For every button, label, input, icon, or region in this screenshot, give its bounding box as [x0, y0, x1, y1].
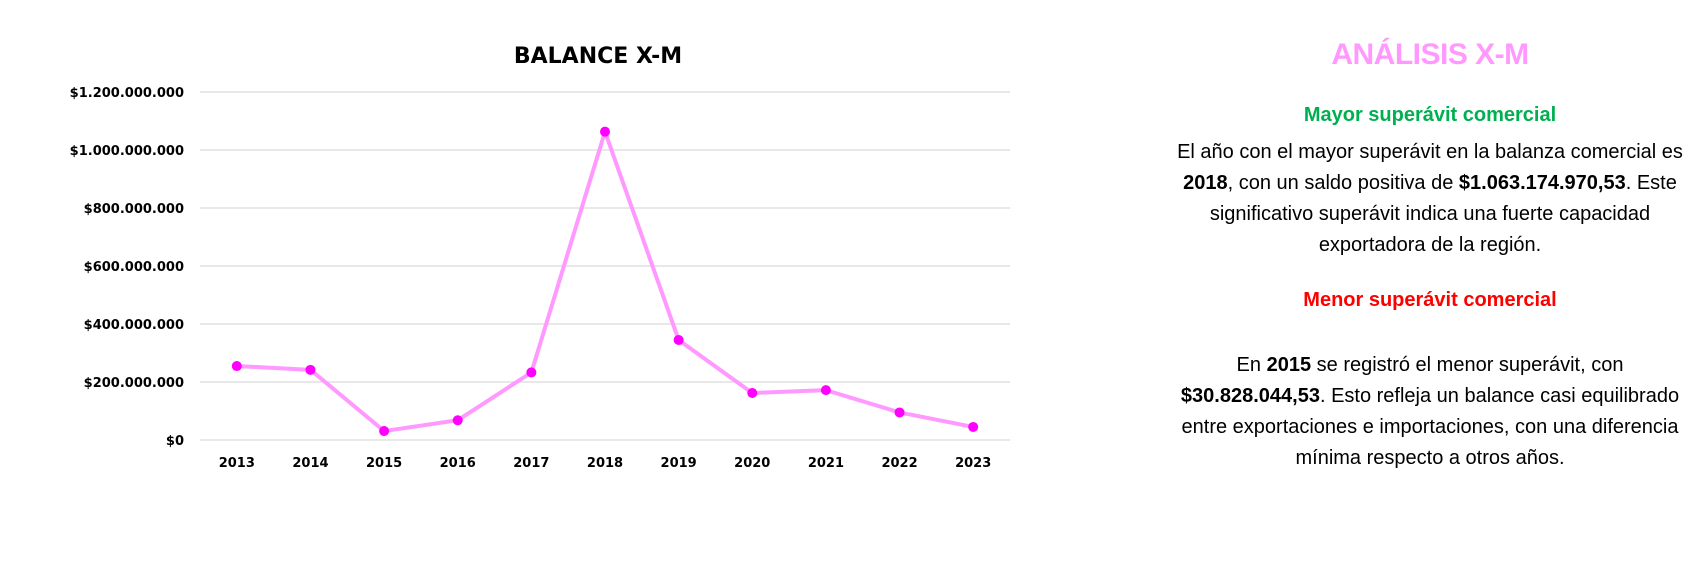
min-surplus-text: En 2015 se registró el menor superávit, …: [1170, 350, 1690, 474]
data-point: [600, 126, 610, 137]
max-amount: $1.063.174.970,53: [1458, 172, 1626, 194]
data-point: [673, 334, 684, 345]
max-surplus-section: Mayor superávit comercial El año con el …: [1170, 104, 1690, 261]
analysis-title: ANÁLISIS X-M: [1331, 38, 1529, 71]
max-text-2: , con un saldo positiva de: [1227, 172, 1459, 194]
x-axis-ticks: 2013 2014 2015 2016 2017 2018 2019 2020 2021 2022…: [219, 456, 992, 471]
y-tick-label: $1.000.000.000: [70, 144, 184, 159]
max-text-1: El año con el mayor superávit en la bala…: [1177, 141, 1683, 163]
data-point: [894, 407, 905, 418]
max-text-3: . Este significativo superávit indica un…: [1209, 172, 1677, 256]
x-tick-label: 2018: [587, 456, 623, 471]
data-point: [820, 385, 831, 396]
y-tick-label: $0: [166, 434, 184, 449]
data-point: [305, 364, 316, 375]
min-surplus-heading: Menor superávit comercial: [1303, 289, 1557, 311]
data-point: [379, 426, 390, 437]
x-tick-label: 2020: [734, 456, 770, 471]
max-year: 2018: [1183, 172, 1228, 194]
y-axis-ticks: $0 $200.000.000 $400.000.000 $600.000.000 $8…: [70, 86, 184, 449]
data-point: [526, 367, 537, 378]
series-line: [234, 129, 976, 434]
x-tick-label: 2023: [955, 456, 991, 471]
chart-title: BALANCE X-M: [514, 44, 682, 69]
series-group: [231, 126, 979, 437]
analysis-panel: ANÁLISIS X-M Mayor superávit comercial E…: [1170, 30, 1690, 474]
data-point: [747, 388, 758, 399]
y-tick-label: $1.200.000.000: [70, 86, 184, 101]
min-text-3: . Esto refleja un balance casi equilibra…: [1181, 385, 1680, 469]
data-point: [968, 421, 979, 432]
y-tick-label: $600.000.000: [84, 260, 184, 275]
min-text-1: En: [1236, 354, 1267, 376]
x-tick-label: 2015: [366, 456, 402, 471]
x-tick-label: 2016: [440, 456, 476, 471]
x-tick-label: 2019: [661, 456, 697, 471]
x-tick-label: 2021: [808, 456, 844, 471]
y-tick-label: $200.000.000: [84, 376, 184, 391]
min-year: 2015: [1266, 354, 1312, 376]
balance-chart: BALANCE X-M $0 $200.000.000 $400.000.000 $6…: [70, 44, 1010, 471]
x-tick-label: 2014: [292, 456, 328, 471]
min-text-2: se registró el menor superávit, con: [1311, 354, 1624, 376]
y-tick-label: $800.000.000: [84, 202, 184, 217]
x-tick-label: 2013: [219, 456, 255, 471]
max-surplus-text: El año con el mayor superávit en la bala…: [1170, 137, 1690, 261]
data-point: [231, 361, 242, 372]
chart-svg: BALANCE X-M $0 $200.000.000 $400.000.000 $6…: [70, 44, 1010, 471]
min-surplus-section: Menor superávit comercial En 2015 se reg…: [1170, 289, 1690, 474]
x-tick-label: 2017: [513, 456, 549, 471]
data-point: [452, 415, 463, 426]
max-surplus-heading: Mayor superávit comercial: [1303, 104, 1557, 126]
gridlines: [200, 91, 1010, 441]
min-amount: $30.828.044,53: [1180, 385, 1320, 407]
y-tick-label: $400.000.000: [84, 318, 184, 333]
x-tick-label: 2022: [881, 456, 917, 471]
